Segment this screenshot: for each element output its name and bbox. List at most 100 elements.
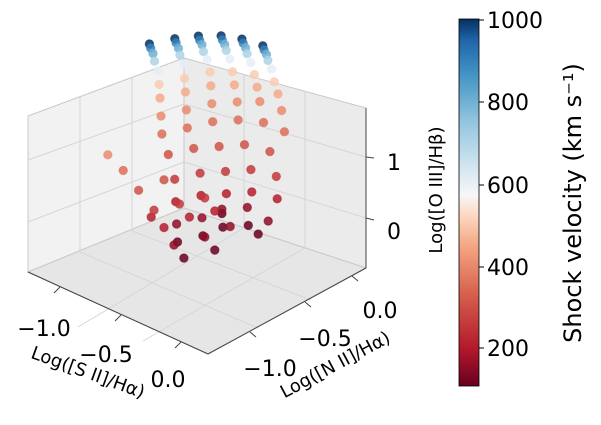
z-axis-label: Log([O III]/Hβ) [426,126,447,253]
scatter-point [221,189,232,199]
scatter-point [179,253,189,263]
scatter-point [214,141,224,152]
scatter-point [258,117,269,128]
scatter-point [243,220,254,231]
x-tick-mark [174,341,182,349]
scatter-point [182,123,193,133]
gridline [183,103,367,158]
scatter-point [279,127,290,137]
gridlines [27,74,367,342]
scatter-point [252,82,262,92]
scatter-point [155,93,165,103]
scatter-point [159,175,169,185]
z-tick-mark [365,156,375,159]
scatter-point [225,54,235,64]
scatter-point [220,166,231,177]
colorbar: 200 400 600 800 1000 Shock velocity (km … [458,9,587,387]
x-axis-line [27,271,209,355]
scatter-point [265,146,275,157]
scatter-point [242,49,252,59]
scatter-point [169,240,179,250]
scatter-point [195,168,205,178]
gridline [77,227,245,328]
scatter-point [247,187,257,197]
scatter-point [208,117,218,127]
z-axis-ticks: 1 0 Log([O III]/Hβ) [365,126,447,254]
scatter-point [272,194,282,204]
scatter-point [246,164,256,175]
scatter-point [118,165,128,176]
scatter-point [171,219,182,229]
scatter-point [263,216,273,226]
z-tick-mark [365,217,375,221]
y-tick-label: 0.0 [363,299,398,324]
gridline [79,251,259,329]
z-tick-label: 0 [387,220,401,245]
x-tick-mark [114,314,122,322]
scatter-point [170,174,180,185]
y-tick-mark [351,275,359,282]
scatter-point [189,143,199,154]
scatter-point [202,54,212,65]
y-axis-line [207,267,367,355]
scatter-point [239,140,250,150]
scatter-point [156,111,166,121]
scatter-point [200,232,210,242]
scatter-point [232,97,242,107]
x-tick-label: −1.0 [17,317,70,342]
scatter-point [273,89,283,99]
scatter-point [276,105,287,116]
scatter-points [103,31,290,263]
scatter-point [181,105,192,115]
colorbar-tick-label: 600 [487,174,529,199]
scatter-point [179,73,190,84]
scatter-point [148,48,158,59]
scatter-point [221,45,231,56]
scatter-point [242,202,253,213]
colorbar-tick-label: 1000 [487,9,543,34]
y-tick-label: −1.0 [243,357,296,382]
scatter-point [227,67,238,77]
scatter-point [175,50,185,60]
scatter-point [249,69,260,80]
scatter-point [229,80,240,90]
scatter-point [157,129,167,139]
scatter-point [207,99,217,109]
scatter-point [149,205,159,215]
scatter-point [271,171,281,182]
x-tick-label: 0.0 [151,368,186,393]
gridline [183,161,367,219]
y-tick-label: −0.5 [298,327,351,352]
scatter-point [246,57,256,68]
scatter-point [198,47,209,57]
pane-group [26,57,368,355]
scatter-point [205,67,215,77]
gridline [142,247,306,342]
colorbar-tick-label: 200 [487,337,529,362]
scatter-point [210,245,220,255]
scatter-point [255,96,265,107]
scatter-point [206,81,216,91]
y-tick-mark [249,331,257,338]
scatter-point [103,150,113,160]
scatter-point [153,66,163,76]
y-tick-mark [304,301,312,308]
scatter-point [163,149,174,160]
scatter-point [253,229,263,239]
x-tick-mark [53,286,61,294]
scatter-point [133,185,144,196]
axis-lines [27,108,367,355]
scatter-point [225,221,235,232]
scatter-point [178,59,189,70]
scatter-point [233,115,243,125]
colorbar-tick-label: 800 [487,91,529,116]
scatter-point [263,55,273,66]
colorbar-tick-label: 400 [487,256,529,281]
scatter-point [184,212,195,222]
scatter-point [180,87,191,97]
scatter-point [269,77,279,87]
scatter-point [197,213,207,223]
colorbar-gradient [458,18,480,387]
scatter-point [174,199,185,209]
colorbar-label: Shock velocity (km s⁻¹) [559,63,587,343]
